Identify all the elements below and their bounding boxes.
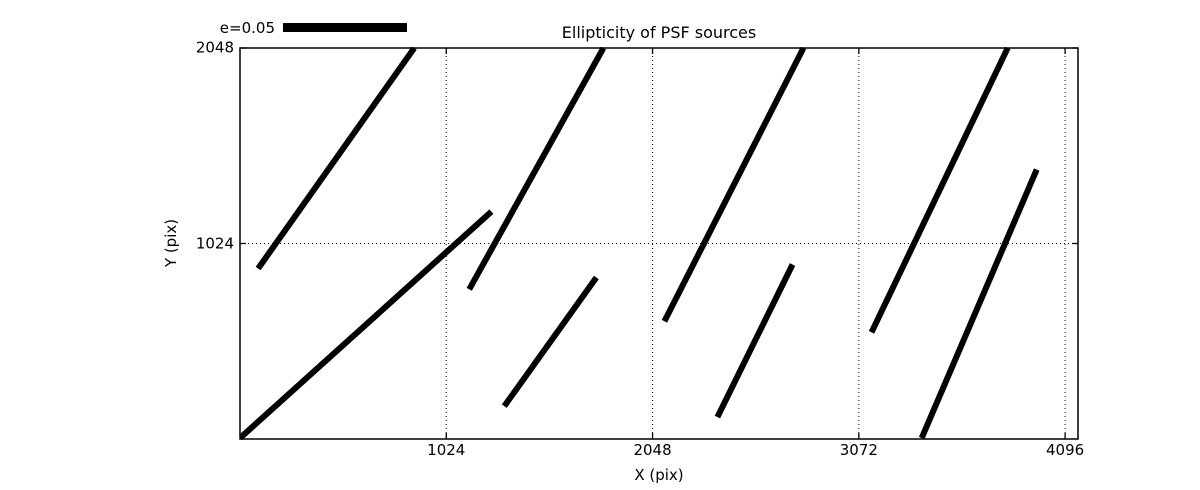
x-tick-label: 1024 [427, 441, 466, 459]
chart-title: Ellipticity of PSF sources [561, 23, 757, 42]
x-tick-label: 4096 [1046, 441, 1085, 459]
whisker-line [661, 47, 807, 323]
x-axis-label: X (pix) [634, 466, 684, 484]
whisker-line [501, 275, 599, 408]
x-tick-label: 2048 [633, 441, 672, 459]
y-tick-label: 2048 [195, 38, 234, 57]
whisker-line [240, 209, 494, 440]
whisker-line [714, 263, 796, 419]
y-tick-label: 1024 [195, 234, 234, 252]
legend-label: e=0.05 [219, 19, 275, 37]
y-axis-label: Y (pix) [162, 218, 180, 268]
legend-sample-line [283, 23, 407, 32]
plot-border [239, 47, 1079, 440]
whisker-line [918, 168, 1040, 440]
whisker-line [255, 47, 417, 271]
whisker-line [466, 47, 607, 291]
x-tick-label: 3072 [839, 441, 878, 459]
whisker-line [868, 47, 1011, 334]
